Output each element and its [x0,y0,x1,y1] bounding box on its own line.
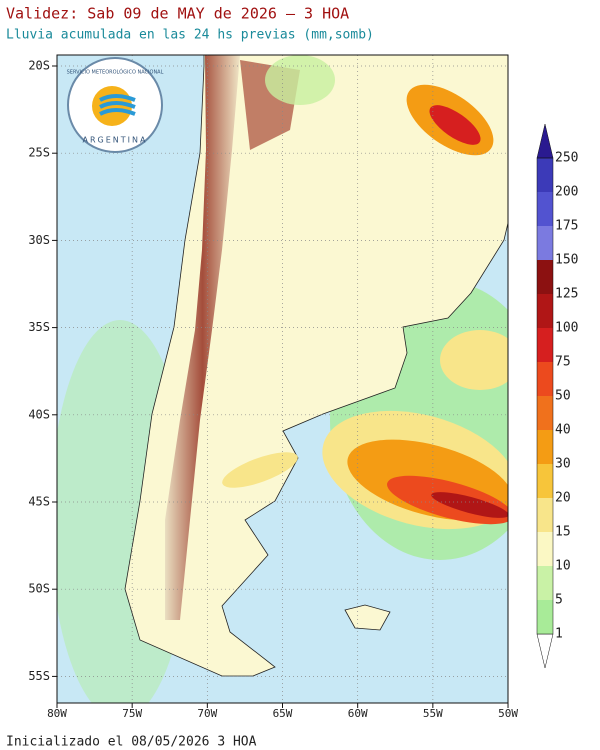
logo-top: SERVICIO METEOROLÓGICO NACIONAL [67,69,164,76]
colorbar-band [537,328,553,362]
colorbar-band [537,600,553,634]
colorbar-label: 1 [555,627,563,642]
lat-label: 35S [28,320,50,334]
rain-area [429,105,481,145]
colorbar-band [537,566,553,600]
colorbar-label: 15 [555,525,571,540]
logo-bottom: ARGENTINA [83,136,148,145]
colorbar-label: 40 [555,423,571,438]
title: Validez: Sab 09 de MAY de 2026 — 3 HOA [6,5,349,23]
colorbar-label: 100 [555,321,578,336]
colorbar-band [537,532,553,566]
colorbar-label: 75 [555,355,571,370]
colorbar-band [537,226,553,260]
colorbar-high [536,123,554,159]
colorbar-band [537,362,553,396]
colorbar-band [537,396,553,430]
rain-area [431,492,508,518]
lat-label: 40S [28,407,50,421]
footer: Inicializado el 08/05/2026 3 HOA [6,735,257,750]
colorbar-label: 150 [555,253,578,268]
lon-label: 80W [47,707,67,720]
colorbar-band [537,498,553,532]
lat-label: 50S [28,582,50,596]
colorbar-label: 125 [555,287,578,302]
grid [57,55,508,703]
map [57,55,508,703]
colorbar-band [537,192,553,226]
colorbar-label: 10 [555,559,571,574]
rain-area [222,452,298,488]
colorbar-low [536,633,554,669]
logo: SERVICIO METEOROLÓGICO NACIONAL ARGENTIN… [67,57,164,153]
andes [165,55,240,620]
rain-area [265,55,335,105]
colorbar-band [537,260,553,294]
subtitle: Lluvia acumulada en las 24 hs previas (m… [6,28,374,43]
colorbar-label: 250 [555,151,578,166]
colorbar-label: 175 [555,219,578,234]
lon-label: 65W [273,707,293,720]
colorbar-band [537,294,553,328]
colorbar-band [537,158,553,192]
colorbar-label: 5 [555,593,563,608]
lon-label: 55W [423,707,443,720]
colorbar-label: 200 [555,185,578,200]
rain-area [440,330,508,390]
lat-label: 30S [28,233,50,247]
lon-label: 60W [348,707,368,720]
colorbar-band [537,464,553,498]
colorbar-band [537,430,553,464]
lat-label: 20S [28,59,50,73]
colorbar-label: 20 [555,491,571,506]
colorbar-frame [536,157,554,635]
lat-label: 45S [28,495,50,509]
logo-waves [99,94,136,116]
lon-label: 75W [122,707,142,720]
lat-label: 25S [28,146,50,160]
islands [344,604,391,631]
lat-label: 55S [28,669,50,683]
lon-label: 70W [197,707,217,720]
colorbar-label: 50 [555,389,571,404]
lon-label: 50W [498,707,518,720]
colorbar-label: 30 [555,457,571,472]
